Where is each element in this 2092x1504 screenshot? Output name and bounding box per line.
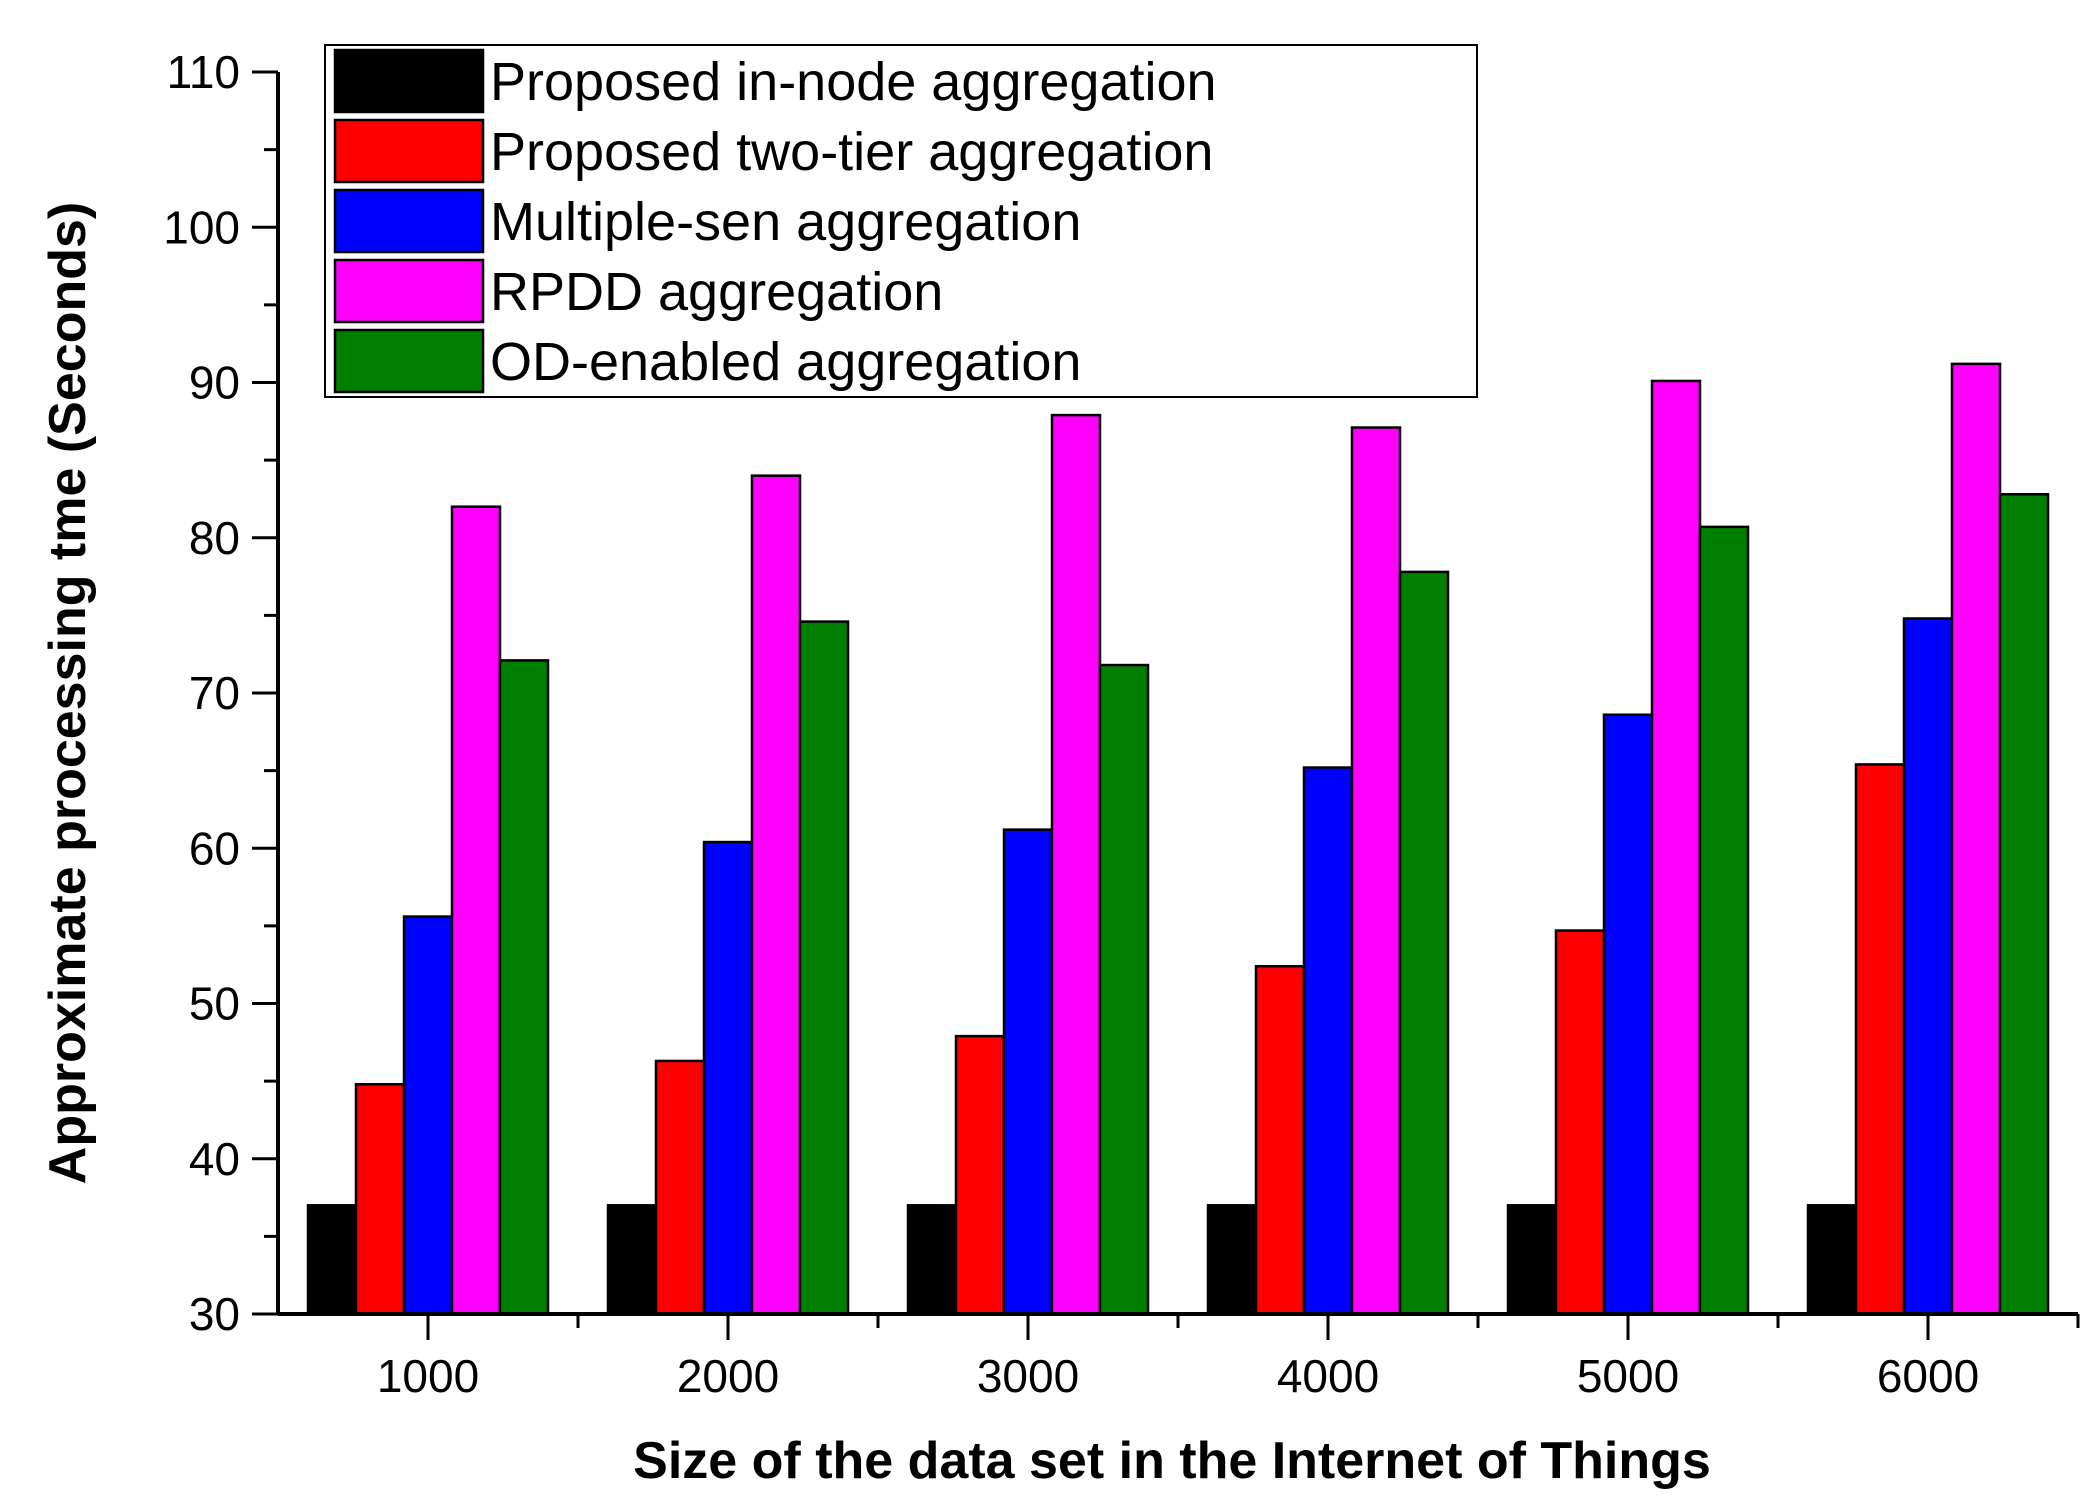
legend-swatch	[333, 188, 485, 254]
legend-label: Multiple-sen aggregation	[490, 192, 1081, 252]
bar	[402, 915, 454, 1316]
bar	[306, 1204, 358, 1316]
x-ticks-group: 1000 2000 3000 4000 5000 6000	[377, 1314, 2080, 1402]
bar	[498, 659, 550, 1316]
bar	[954, 1034, 1006, 1316]
bar	[1650, 379, 1702, 1316]
legend: Proposed in-node aggregation Proposed two…	[324, 44, 1478, 398]
bar	[1098, 663, 1150, 1316]
legend-label: Proposed two-tier aggregation	[490, 122, 1213, 182]
y-tick-label: 80	[189, 512, 240, 564]
bar	[750, 474, 802, 1316]
y-tick-label: 90	[189, 357, 240, 409]
bar	[1302, 766, 1354, 1316]
bar	[1902, 617, 1954, 1316]
bar	[654, 1059, 706, 1316]
y-axis-title: Approximate processing tme (Seconds)	[39, 202, 97, 1184]
y-tick-label: 70	[189, 667, 240, 719]
bar	[1206, 1204, 1258, 1316]
y-tick-label: 40	[189, 1133, 240, 1185]
x-tick-label: 3000	[977, 1350, 1079, 1402]
legend-swatch	[333, 118, 485, 184]
bar	[1854, 763, 1906, 1316]
y-ticks-group: 30 40 50 60 70 80 90 100 110	[163, 46, 278, 1340]
bar	[906, 1204, 958, 1316]
bar	[1950, 362, 2002, 1316]
legend-swatch	[333, 48, 485, 114]
bar	[1050, 413, 1102, 1316]
y-tick-label: 60	[189, 822, 240, 874]
y-tick-label: 110	[167, 46, 240, 98]
x-tick-label: 1000	[377, 1350, 479, 1402]
bar	[354, 1082, 406, 1316]
bar	[1554, 929, 1606, 1316]
bar	[1254, 964, 1306, 1316]
x-tick-label: 4000	[1277, 1350, 1379, 1402]
bar	[798, 620, 850, 1316]
legend-swatch	[333, 258, 485, 324]
bar	[1998, 493, 2050, 1316]
bar	[606, 1204, 658, 1316]
x-tick-label: 2000	[677, 1350, 779, 1402]
bar	[1350, 426, 1402, 1316]
bar	[1002, 828, 1054, 1316]
bar	[1698, 525, 1750, 1316]
legend-label: Proposed in-node aggregation	[490, 52, 1217, 112]
legend-label: RPDD aggregation	[490, 262, 943, 322]
legend-swatch	[333, 328, 485, 394]
bar	[702, 840, 754, 1316]
y-tick-label: 50	[189, 978, 240, 1030]
y-tick-label: 30	[189, 1288, 240, 1340]
bar	[1398, 570, 1450, 1316]
y-tick-label: 100	[163, 201, 240, 253]
bar	[450, 505, 502, 1316]
bar	[1602, 713, 1654, 1316]
x-tick-label: 5000	[1577, 1350, 1679, 1402]
x-tick-label: 6000	[1877, 1350, 1979, 1402]
legend-label: OD-enabled aggregation	[490, 332, 1081, 392]
legend-box	[324, 44, 1478, 398]
bars-group	[306, 362, 2050, 1316]
bar	[1506, 1204, 1558, 1316]
bar	[1806, 1204, 1858, 1316]
x-axis-title: Size of the data set in the Internet of …	[633, 1432, 1711, 1490]
